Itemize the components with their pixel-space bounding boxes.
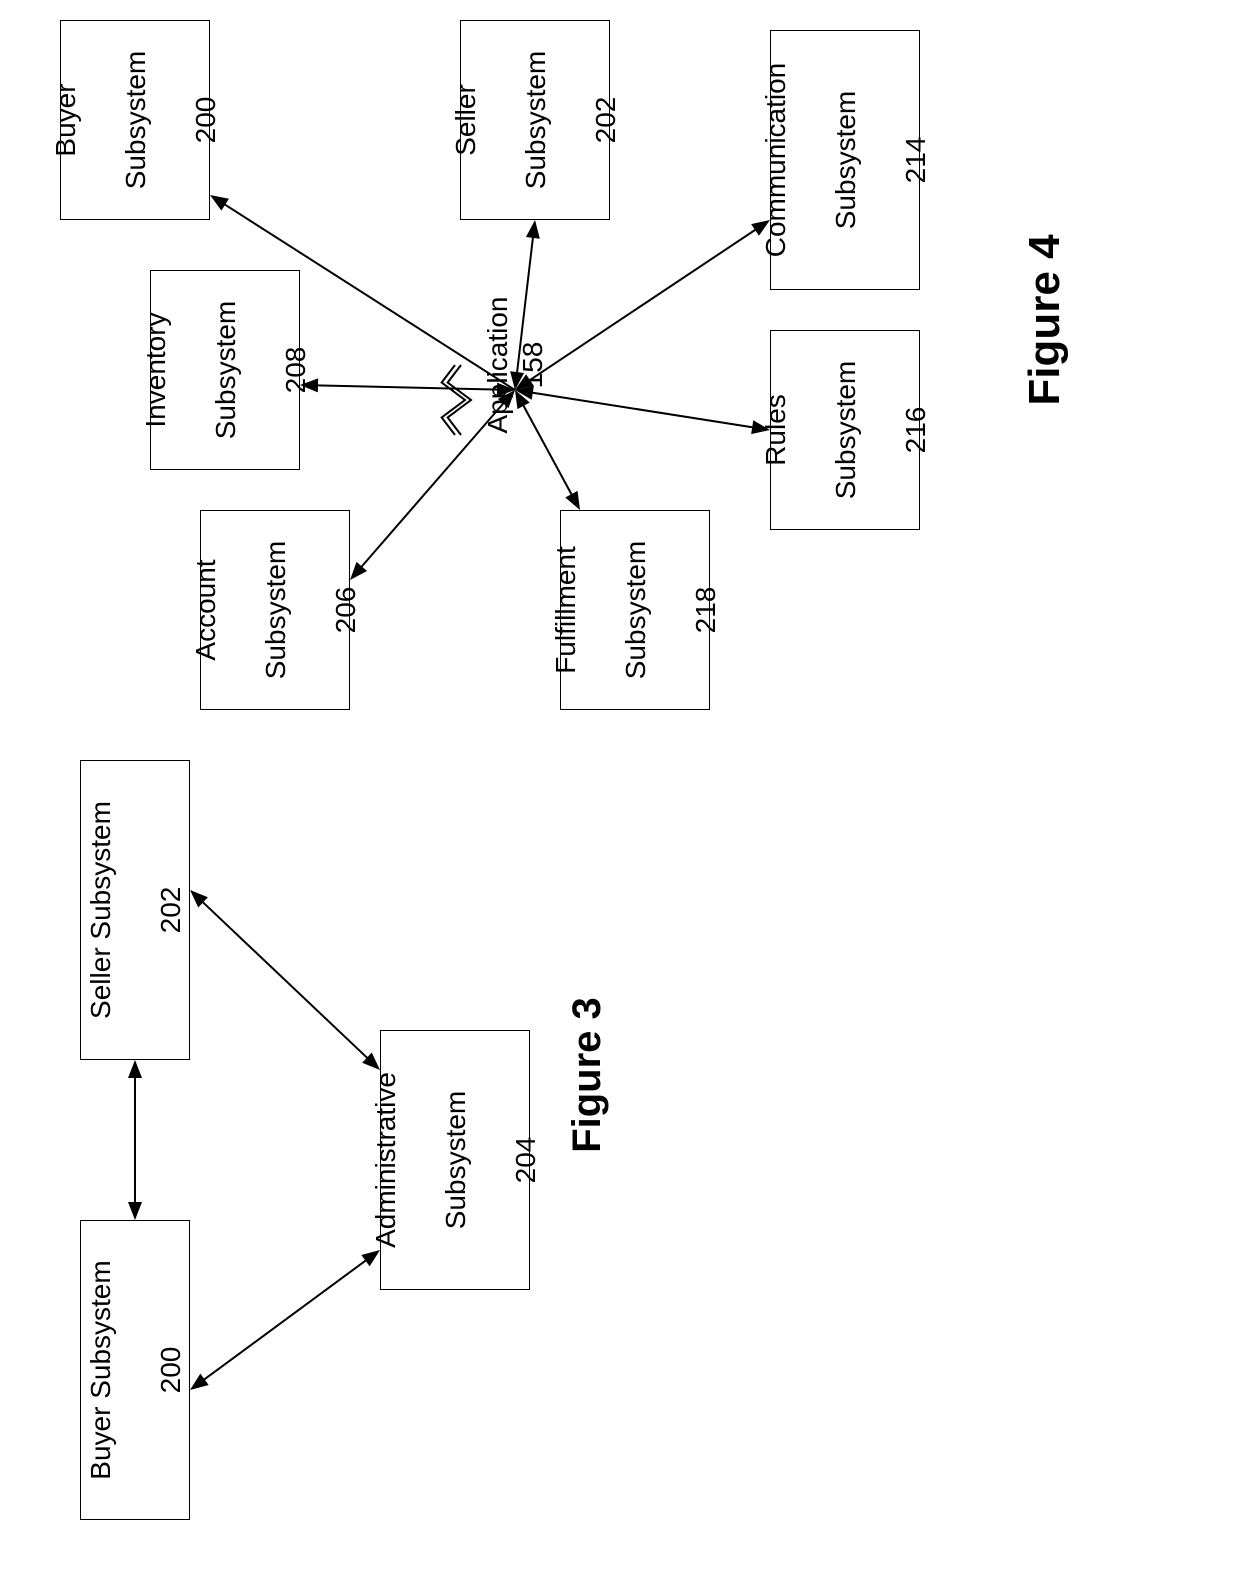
box-line: Administrative [368, 1072, 403, 1248]
landscape-canvas: Buyer Subsystem 200 Seller Subsystem 202 A… [0, 0, 1240, 1590]
box-line: Seller Subsystem [83, 801, 118, 1019]
box-line: 214 [898, 137, 933, 184]
figure-3-title: Figure 3 [565, 945, 610, 1205]
box-line: Buyer [48, 83, 83, 156]
box-line: 200 [188, 97, 223, 144]
box-line: 206 [328, 587, 363, 634]
box-line: Fulfillment [548, 546, 583, 674]
box-line: 202 [588, 97, 623, 144]
fig4-rules-subsystem-box: RulesSubsystem216 [770, 330, 920, 530]
box-line: Subsystem [258, 541, 293, 680]
box-line: Seller [448, 84, 483, 156]
page-rotated-container: Buyer Subsystem 200 Seller Subsystem 202 A… [0, 350, 1240, 1590]
fig3-admin-subsystem-box: AdministrativeSubsystem204 [380, 1030, 530, 1290]
fig3-buyer-subsystem-box: Buyer Subsystem 200 [80, 1220, 190, 1520]
box-line: Subsystem [118, 51, 153, 190]
box-line: 204 [508, 1137, 543, 1184]
box-line: Subsystem [208, 301, 243, 440]
fig4-buyer-subsystem-box: BuyerSubsystem200 [60, 20, 210, 220]
box-line: Subsystem [518, 51, 553, 190]
box-line: Subsystem [438, 1091, 473, 1230]
fig4-communication-subsystem-box: CommunicationSubsystem214 [770, 30, 920, 290]
box-line: 208 [278, 347, 313, 394]
box-line: Subsystem [828, 91, 863, 230]
box-line: Rules [758, 394, 793, 466]
fig4-fulfillment-subsystem-box: FulfillmentSubsystem218 [560, 510, 710, 710]
box-line: Subsystem [828, 361, 863, 500]
fig4-account-subsystem-box: AccountSubsystem206 [200, 510, 350, 710]
box-line: Inventory [138, 312, 173, 427]
fig3-seller-subsystem-box: Seller Subsystem 202 [80, 760, 190, 1060]
fig4-seller-subsystem-box: SellerSubsystem202 [460, 20, 610, 220]
fig4-application-label: Application158 [480, 265, 550, 465]
figure-4-title: Figure 4 [1020, 170, 1070, 470]
box-line: 200 [153, 1347, 188, 1394]
box-line: Communication [758, 63, 793, 258]
box-line: 202 [153, 887, 188, 934]
box-line: 216 [898, 407, 933, 454]
fig4-inventory-subsystem-box: InventorySubsystem208 [150, 270, 300, 470]
box-line: Account [188, 559, 223, 660]
center-label-line: Application [482, 297, 513, 434]
box-line: 218 [688, 587, 723, 634]
box-line: Buyer Subsystem [83, 1260, 118, 1479]
box-line: Subsystem [618, 541, 653, 680]
center-label-line: 158 [517, 342, 548, 389]
